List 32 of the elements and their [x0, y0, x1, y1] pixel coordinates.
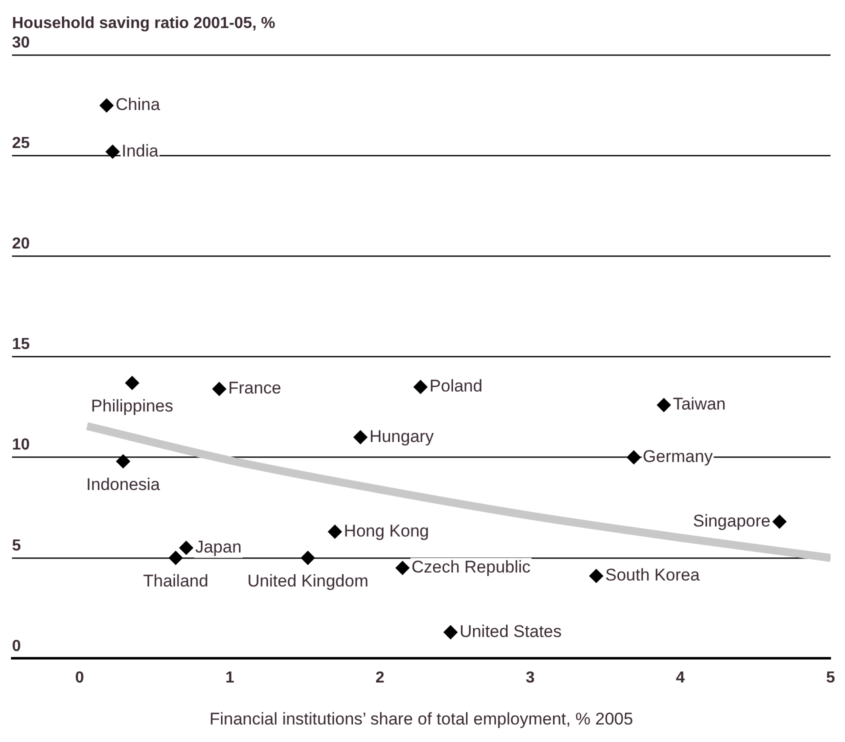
annotation: Singapore: [692, 511, 770, 530]
y-tick-label: 15: [12, 336, 30, 354]
annotation: Taiwan: [672, 394, 726, 414]
annotation: China: [116, 95, 161, 114]
annotation: Hungary: [369, 426, 434, 446]
y-axis-title: Household saving ratio 2001-05, %: [12, 15, 276, 32]
annotation: United Kingdom: [247, 572, 368, 591]
x-tick-label: 2: [376, 669, 385, 686]
x-tick-label: 0: [75, 669, 84, 686]
x-tick-label: 5: [826, 669, 836, 686]
annotation: Hong Kong: [344, 521, 429, 540]
annotation: Indonesia: [86, 475, 161, 494]
annotation: Czech Republic: [412, 558, 532, 577]
annotation: Germany: [642, 447, 714, 466]
x-tick-label: 3: [526, 669, 535, 686]
y-tick-label: 10: [12, 436, 30, 454]
x-axis-title: Financial institutions’ share of total employment, % 2005: [209, 709, 634, 728]
y-tick-label: 30: [12, 34, 30, 52]
annotation: South Korea: [605, 566, 700, 585]
annotation: India: [122, 141, 160, 160]
x-tick-label: 1: [225, 669, 234, 686]
annotation: Philippines: [91, 396, 174, 416]
x-tick-label: 4: [676, 669, 685, 686]
y-tick-label: 5: [12, 537, 21, 554]
y-tick-label: 0: [12, 638, 21, 655]
annotation: Thailand: [143, 572, 208, 591]
annotation: United States: [460, 622, 562, 641]
y-tick-label: 25: [12, 135, 30, 152]
y-tick-label: 20: [12, 236, 30, 253]
annotation: France: [228, 378, 282, 398]
annotation: Japan: [195, 538, 242, 556]
annotation: Poland: [430, 376, 482, 396]
